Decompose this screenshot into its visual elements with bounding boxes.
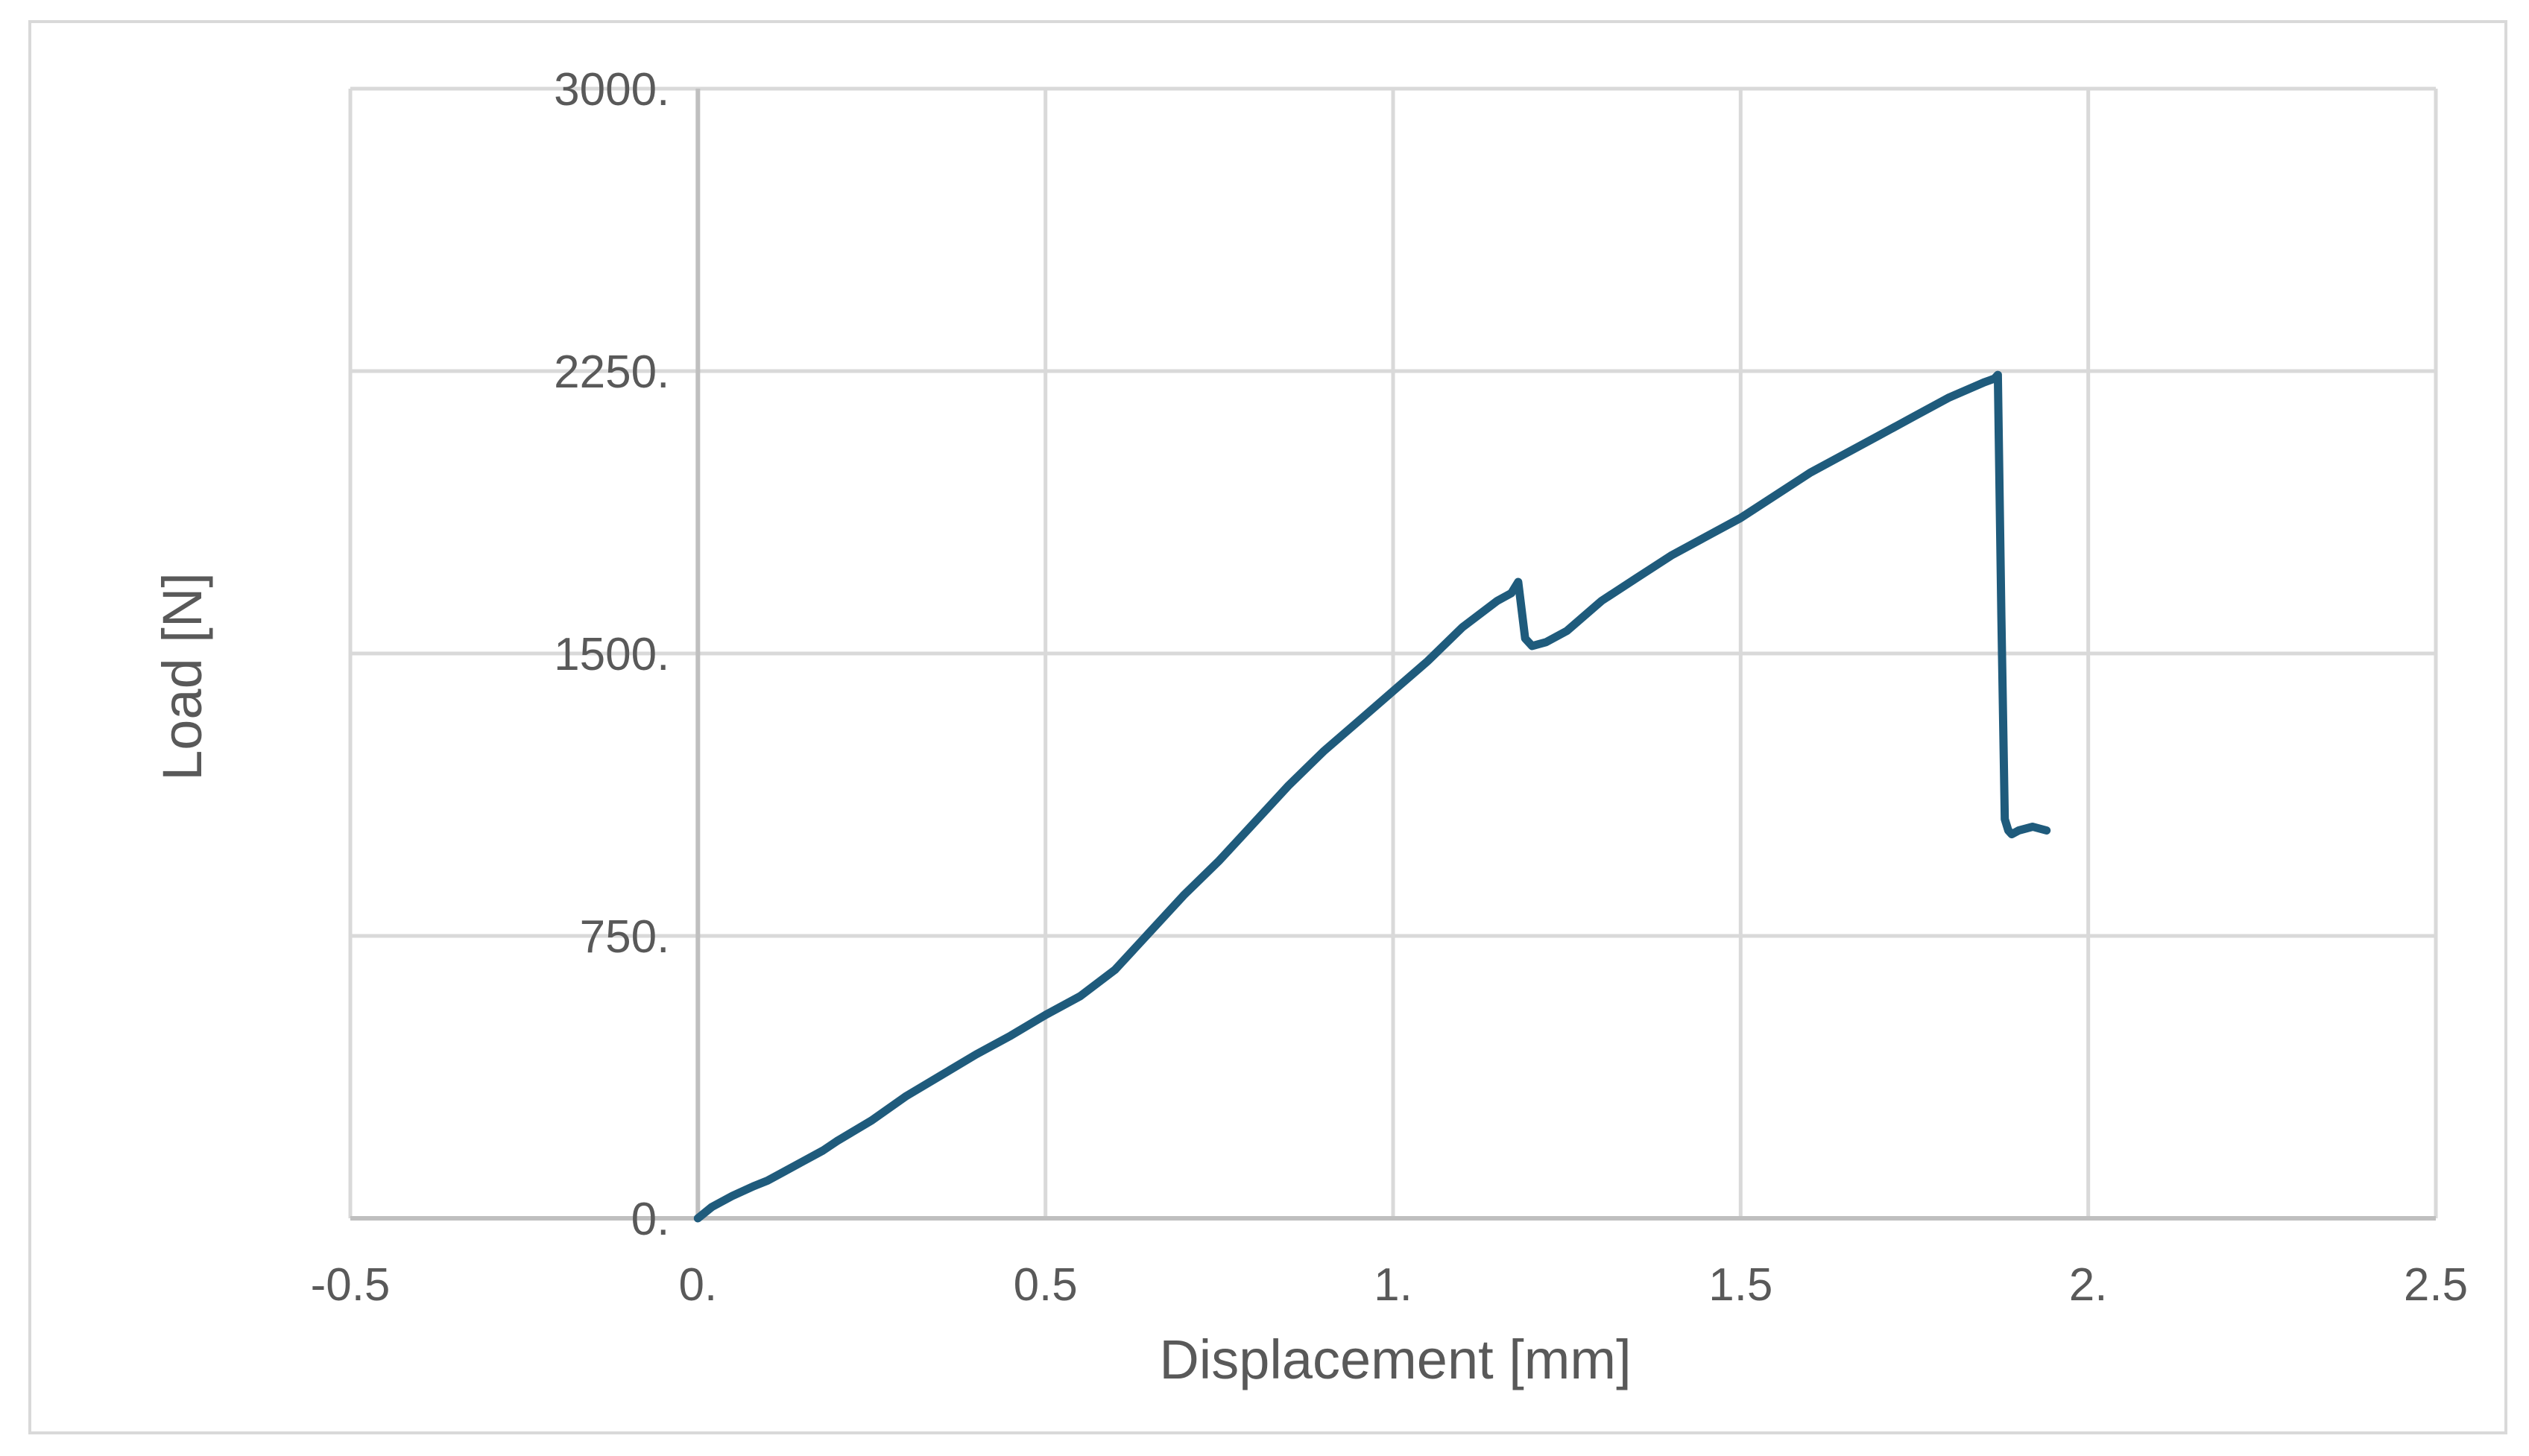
x-axis-title: Displacement [mm] — [1159, 1329, 1631, 1390]
y-tick-label: 1500. — [554, 629, 669, 680]
y-tick-label: 2250. — [554, 346, 669, 398]
y-tick-label: 750. — [580, 911, 670, 963]
x-tick-label: 1.5 — [1708, 1259, 1772, 1311]
chart-frame: -0.5 0. 0.5 1. 1.5 2. 2.5 0. 750. 1500. 2250. 3000.… — [28, 20, 2507, 1434]
y-tick-label: 3000. — [554, 64, 669, 115]
y-axis-title: Load [N] — [151, 572, 213, 781]
x-tick-label: -0.5 — [311, 1259, 391, 1311]
x-tick-label: 2.5 — [2404, 1259, 2468, 1311]
x-tick-label: 2. — [2069, 1259, 2108, 1311]
x-tick-label: 1. — [1374, 1259, 1412, 1311]
x-tick-label: 0.5 — [1014, 1259, 1078, 1311]
series-line — [693, 370, 2051, 1223]
line-chart: -0.5 0. 0.5 1. 1.5 2. 2.5 0. 750. 1500. 2250. 3000.… — [151, 64, 2469, 1390]
y-tick-label: 0. — [631, 1194, 670, 1245]
series-layer — [693, 370, 2051, 1223]
tick-labels: -0.5 0. 0.5 1. 1.5 2. 2.5 0. 750. 1500. 2250. 3000. — [311, 64, 2469, 1311]
x-tick-label: 0. — [678, 1259, 717, 1311]
